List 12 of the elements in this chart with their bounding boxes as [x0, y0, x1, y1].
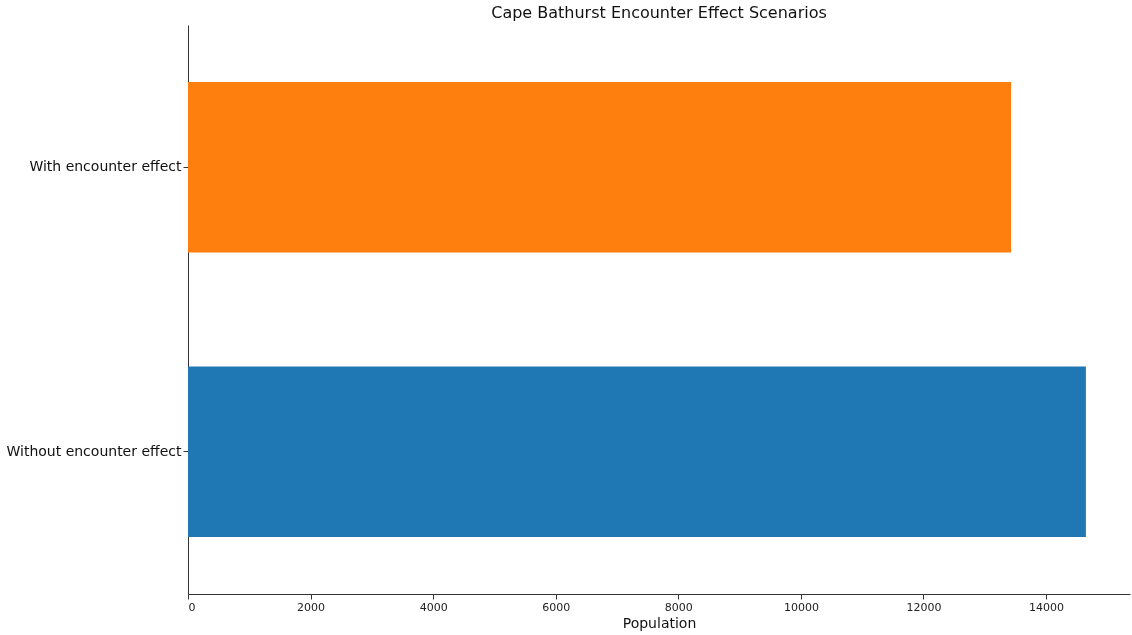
- x-axis-title: Population: [622, 614, 697, 631]
- x-tick-label: 4000: [419, 600, 448, 614]
- x-tick-label: 2000: [297, 600, 326, 614]
- x-tick-label: 10000: [783, 600, 819, 614]
- x-tick-label: 14000: [1029, 600, 1065, 614]
- x-tick-label: 0: [188, 600, 196, 614]
- x-tick-label: 6000: [542, 600, 571, 614]
- chart-title: Cape Bathurst Encounter Effect Scenarios: [491, 3, 827, 22]
- x-tick-label: 12000: [906, 600, 942, 614]
- y-tick-label: Without encounter effect: [6, 442, 183, 459]
- x-tick-label: 8000: [664, 600, 693, 614]
- y-tick-label: With encounter effect: [29, 158, 182, 175]
